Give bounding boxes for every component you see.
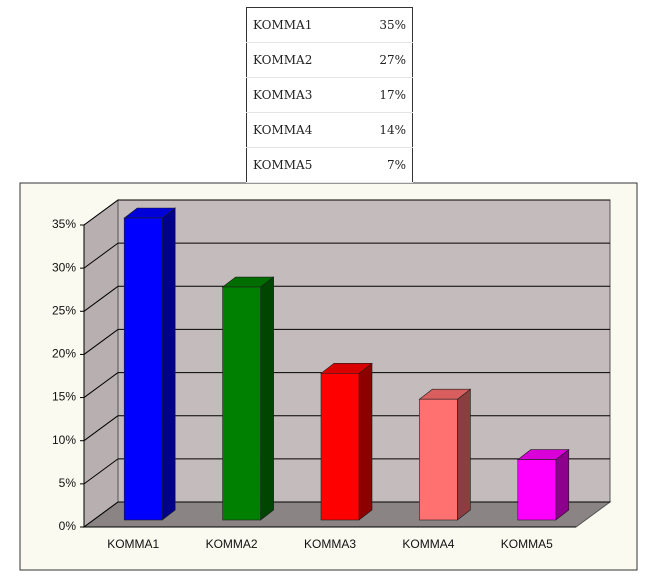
- y-tick-label: 30%: [52, 260, 76, 274]
- bar: [222, 286, 261, 521]
- grid-line: [83, 242, 119, 269]
- table-label: KOMMA1: [246, 7, 354, 43]
- bar-side-shade: [457, 389, 471, 520]
- y-tick-label: 25%: [52, 303, 76, 317]
- bar: [419, 398, 458, 521]
- x-tick-label: KOMMA3: [304, 537, 356, 551]
- table-value: 17%: [353, 77, 413, 113]
- y-tick-label: 5%: [59, 476, 77, 490]
- bar-top-shade: [321, 363, 372, 374]
- bar-top-shade: [222, 277, 274, 288]
- table-value: 14%: [353, 112, 413, 148]
- grid-line: [83, 501, 119, 528]
- y-tick-label: 15%: [52, 390, 76, 404]
- table-value: 7%: [353, 147, 413, 183]
- table-row: KOMMA5 7%: [246, 147, 413, 183]
- grid-line: [83, 285, 119, 312]
- bar-top-shade: [419, 389, 471, 400]
- bar: [320, 373, 360, 521]
- table-value: 27%: [353, 42, 413, 78]
- bar: [517, 459, 557, 521]
- y-tick-label: 20%: [52, 347, 76, 361]
- x-tick-label: KOMMA2: [206, 537, 258, 551]
- bar-side-shade: [555, 449, 569, 520]
- y-tick-label: 35%: [52, 217, 76, 231]
- x-tick-label: KOMMA4: [402, 537, 454, 551]
- table-row: KOMMA1 35%: [246, 7, 413, 43]
- x-tick-label: KOMMA5: [501, 537, 553, 551]
- table-row: KOMMA3 17%: [246, 77, 413, 113]
- grid-line: [83, 329, 119, 355]
- table-value: 35%: [353, 7, 413, 43]
- table-label: KOMMA3: [246, 77, 354, 113]
- bar-top-shade: [124, 208, 176, 218]
- table-label: KOMMA2: [246, 42, 354, 78]
- side-wall: [83, 199, 119, 528]
- grid-line: [83, 199, 119, 226]
- bar-side-shade: [359, 363, 372, 520]
- grid-line: [83, 415, 119, 442]
- table-row: KOMMA2 27%: [246, 42, 413, 78]
- x-tick-label: KOMMA1: [107, 537, 159, 551]
- data-table: KOMMA1 35% KOMMA2 27% KOMMA3 17% KOMMA4 14% KOMM…: [246, 7, 413, 183]
- table-label: KOMMA4: [246, 112, 354, 148]
- grid-line: [83, 372, 119, 398]
- y-tick-label: 10%: [52, 433, 76, 447]
- table-row: KOMMA4 14%: [246, 112, 413, 148]
- grid-line: [83, 458, 119, 485]
- bar-side-shade: [162, 208, 176, 520]
- bar: [123, 217, 163, 521]
- bar-side-shade: [260, 277, 274, 520]
- bar-top-shade: [517, 449, 569, 460]
- y-tick-label: 0%: [59, 519, 77, 533]
- table-label: KOMMA5: [246, 147, 354, 183]
